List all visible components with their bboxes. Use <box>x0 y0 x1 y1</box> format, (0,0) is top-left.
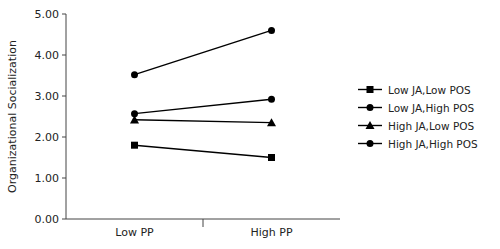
legend-marker <box>367 104 374 111</box>
series-line <box>135 30 272 74</box>
y-tick-label: 4.00 <box>35 49 60 62</box>
y-tick <box>62 96 66 97</box>
point-marker <box>268 27 275 34</box>
legend-marker <box>366 121 375 129</box>
legend: Low JA,Low POS Low JA,High POS High JA,Low… <box>358 84 478 150</box>
y-tick-label: 1.00 <box>35 172 60 185</box>
point-marker <box>268 96 275 103</box>
legend-marker <box>367 86 374 93</box>
series-line <box>135 99 272 113</box>
x-tick-label: Low PP <box>115 226 154 239</box>
point-marker <box>130 115 139 123</box>
legend-label: High JA,Low POS <box>388 120 475 132</box>
point-marker <box>268 154 275 161</box>
y-tick <box>62 219 66 220</box>
legend-label: Low JA,Low POS <box>388 84 471 96</box>
plot-area <box>130 27 276 161</box>
series-line <box>135 145 272 157</box>
legend-label: High JA,High POS <box>388 138 478 150</box>
chart: 0.00 1.00 2.00 3.00 4.00 5.00 Low PP High PP Org… <box>0 0 500 249</box>
point-marker <box>267 118 276 126</box>
y-tick <box>62 14 66 15</box>
y-tick <box>62 178 66 179</box>
y-tick-label: 3.00 <box>35 90 60 103</box>
y-axis <box>66 14 67 219</box>
y-tick <box>62 137 66 138</box>
y-tick-label: 5.00 <box>35 8 60 21</box>
legend-marker <box>367 140 374 147</box>
series-line <box>135 120 272 123</box>
y-tick <box>62 55 66 56</box>
point-marker <box>131 142 138 149</box>
x-tick-label: High PP <box>250 226 292 239</box>
y-axis-label: Organizational Socialization <box>6 40 19 193</box>
y-tick-label: 2.00 <box>35 131 60 144</box>
y-tick-label: 0.00 <box>35 213 60 226</box>
category-divider <box>203 219 204 227</box>
legend-label: Low JA,High POS <box>388 102 475 114</box>
point-marker <box>131 71 138 78</box>
